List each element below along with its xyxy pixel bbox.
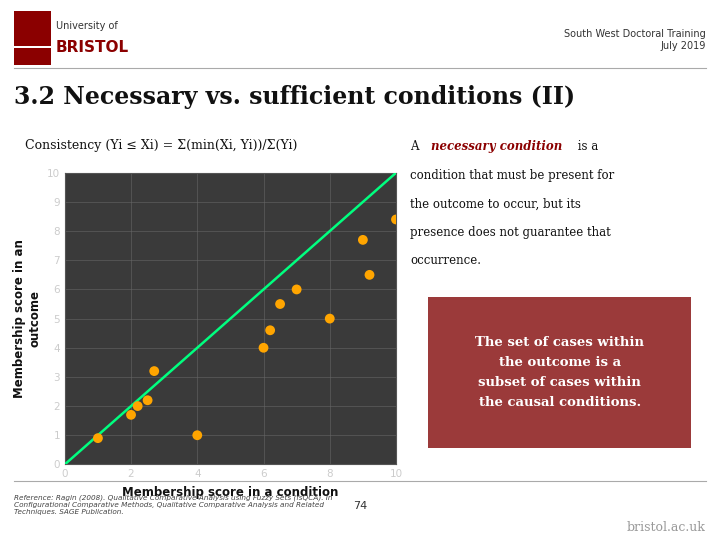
Point xyxy=(390,215,402,224)
Text: condition that must be present for: condition that must be present for xyxy=(410,169,615,182)
Bar xyxy=(14,11,50,46)
Point xyxy=(324,314,336,323)
Text: South West Doctoral Training
July 2019: South West Doctoral Training July 2019 xyxy=(564,29,706,51)
Text: The set of cases within
the outcome is a
subset of cases within
the causal condi: The set of cases within the outcome is a… xyxy=(475,336,644,409)
Point xyxy=(357,235,369,244)
Text: bristol.ac.uk: bristol.ac.uk xyxy=(626,521,706,534)
Point xyxy=(364,271,375,279)
Text: 74: 74 xyxy=(353,501,367,511)
Point xyxy=(142,396,153,404)
Text: occurrence.: occurrence. xyxy=(410,254,482,267)
Text: the outcome to occur, but its: the outcome to occur, but its xyxy=(410,198,581,211)
Text: Reference: Ragin (2008). Qualitative Comparative Analysis using Fuzzy Sets (fsQC: Reference: Ragin (2008). Qualitative Com… xyxy=(14,494,333,515)
Text: BRISTOL: BRISTOL xyxy=(56,40,129,56)
Point xyxy=(291,285,302,294)
Point xyxy=(258,343,269,352)
Point xyxy=(148,367,160,375)
Point xyxy=(192,431,203,440)
Point xyxy=(125,410,137,419)
Point xyxy=(264,326,276,335)
Text: presence does not guarantee that: presence does not guarantee that xyxy=(410,226,611,239)
Bar xyxy=(14,48,50,65)
Text: Consistency (Yi ≤ Xi) = Σ(min(Xi, Yi))/Σ(Yi): Consistency (Yi ≤ Xi) = Σ(min(Xi, Yi))/Σ… xyxy=(25,139,297,152)
X-axis label: Membership score in a condition: Membership score in a condition xyxy=(122,486,338,499)
Point xyxy=(92,434,104,442)
Point xyxy=(132,402,143,410)
Text: is a: is a xyxy=(575,140,598,153)
Y-axis label: Membership score in an
outcome: Membership score in an outcome xyxy=(13,239,41,398)
Text: University of: University of xyxy=(56,21,117,31)
Text: A: A xyxy=(410,140,423,153)
Point xyxy=(274,300,286,308)
Text: necessary condition: necessary condition xyxy=(431,140,562,153)
Text: 3.2 Necessary vs. sufficient conditions (II): 3.2 Necessary vs. sufficient conditions … xyxy=(14,85,575,109)
